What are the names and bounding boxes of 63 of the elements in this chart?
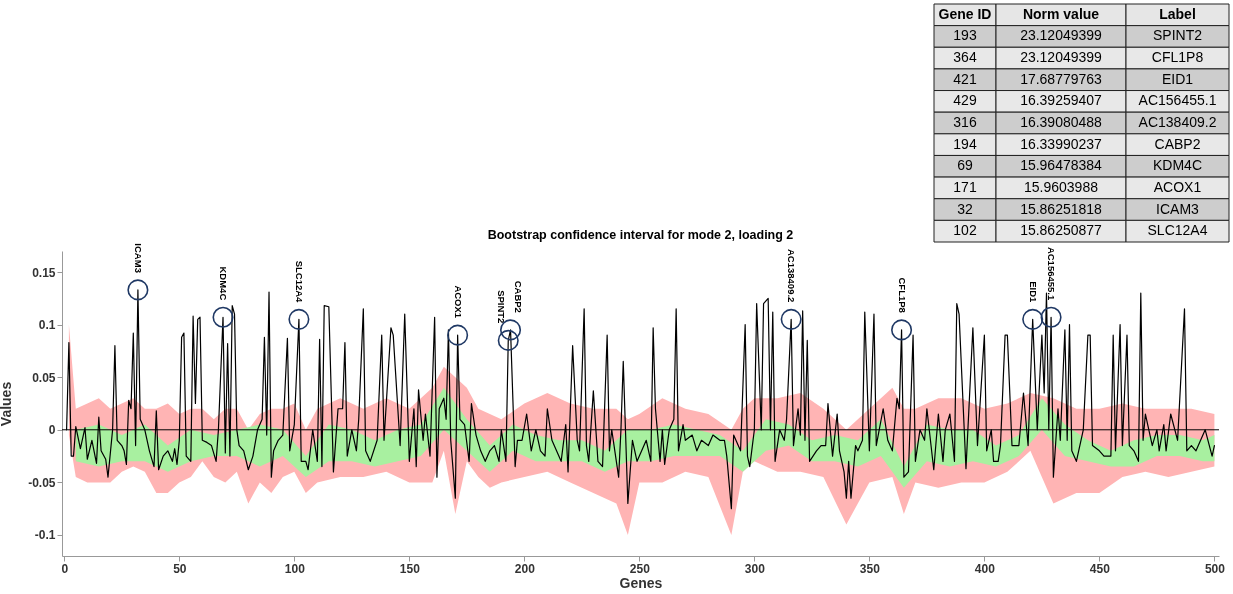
annotation: ACOX1: [452, 285, 464, 319]
y-tick-label: 0: [48, 423, 56, 438]
y-tick-label: -0.1: [34, 528, 56, 543]
text: 194: [953, 135, 977, 152]
x-tick-label: 150: [399, 561, 421, 576]
text: 17.68779763: [1020, 70, 1103, 87]
annotation: SLC12A4: [293, 260, 305, 304]
x-tick-label: 500: [1204, 561, 1226, 576]
text: ACOX1: [1153, 178, 1202, 195]
text: AC156455.1: [1138, 92, 1217, 109]
text: 15.96478384: [1020, 157, 1103, 174]
annotation: AC156455.1: [1046, 246, 1058, 301]
text: 15.9603988: [1024, 178, 1099, 195]
annotation: CABP2: [512, 280, 524, 313]
x-tick-label: 50: [173, 561, 187, 576]
text: 16.33990237: [1020, 135, 1103, 152]
text: Label: [1159, 5, 1196, 22]
text: KDM4C: [1152, 157, 1203, 174]
text: Norm value: [1022, 5, 1100, 22]
x-tick-label: 200: [514, 561, 536, 576]
text: ICAM3: [1156, 200, 1200, 217]
y-tick-label: 0.15: [32, 265, 56, 280]
annotation: KDM4C: [218, 266, 230, 301]
annotation: ICAM3: [132, 243, 144, 273]
x-tick-label: 100: [284, 561, 306, 576]
text: SPINT2: [1152, 27, 1203, 44]
text: 23.12049399: [1020, 27, 1103, 44]
y-tick-label: 0.05: [32, 370, 56, 385]
text: SLC12A4: [1147, 222, 1208, 239]
y-axis-title: Values: [0, 381, 15, 427]
x-axis-title: Genes: [619, 574, 663, 591]
text: 69: [957, 157, 973, 174]
annotation: EID1: [1027, 281, 1039, 304]
chart-title: Bootstrap confidence interval for mode 2, loading 2: [487, 227, 794, 242]
text: 16.39080488: [1020, 114, 1103, 130]
text: 193: [953, 27, 977, 44]
x-tick-label: 250: [629, 561, 651, 576]
text: 421: [953, 70, 977, 87]
x-tick-label: 400: [974, 561, 996, 576]
annotation: CFL1P8: [896, 277, 908, 313]
text: 15.86250877: [1020, 222, 1103, 239]
text: 16.39259407: [1020, 92, 1103, 109]
y-tick-label: -0.05: [28, 475, 56, 490]
text: 171: [953, 178, 977, 195]
x-tick-label: 300: [744, 561, 766, 576]
x-tick-label: 0: [61, 561, 69, 576]
text: EID1: [1161, 70, 1194, 87]
text: 32: [957, 200, 973, 217]
annotation: AC138409.2: [786, 249, 798, 303]
x-tick-label: 350: [859, 561, 881, 576]
text: AC138409.2: [1138, 114, 1217, 130]
text: Gene ID: [938, 5, 992, 22]
x-tick-label: 450: [1089, 561, 1111, 576]
text: 23.12049399: [1020, 49, 1103, 66]
text: CABP2: [1154, 135, 1201, 152]
text: CFL1P8: [1151, 49, 1204, 66]
text: 316: [953, 114, 977, 130]
text: 102: [953, 222, 977, 239]
y-tick-label: 0.1: [38, 318, 56, 333]
text: 429: [953, 92, 977, 109]
annotation: SPINT2: [496, 290, 508, 324]
text: 364: [953, 49, 977, 66]
text: 15.86251818: [1020, 200, 1103, 217]
